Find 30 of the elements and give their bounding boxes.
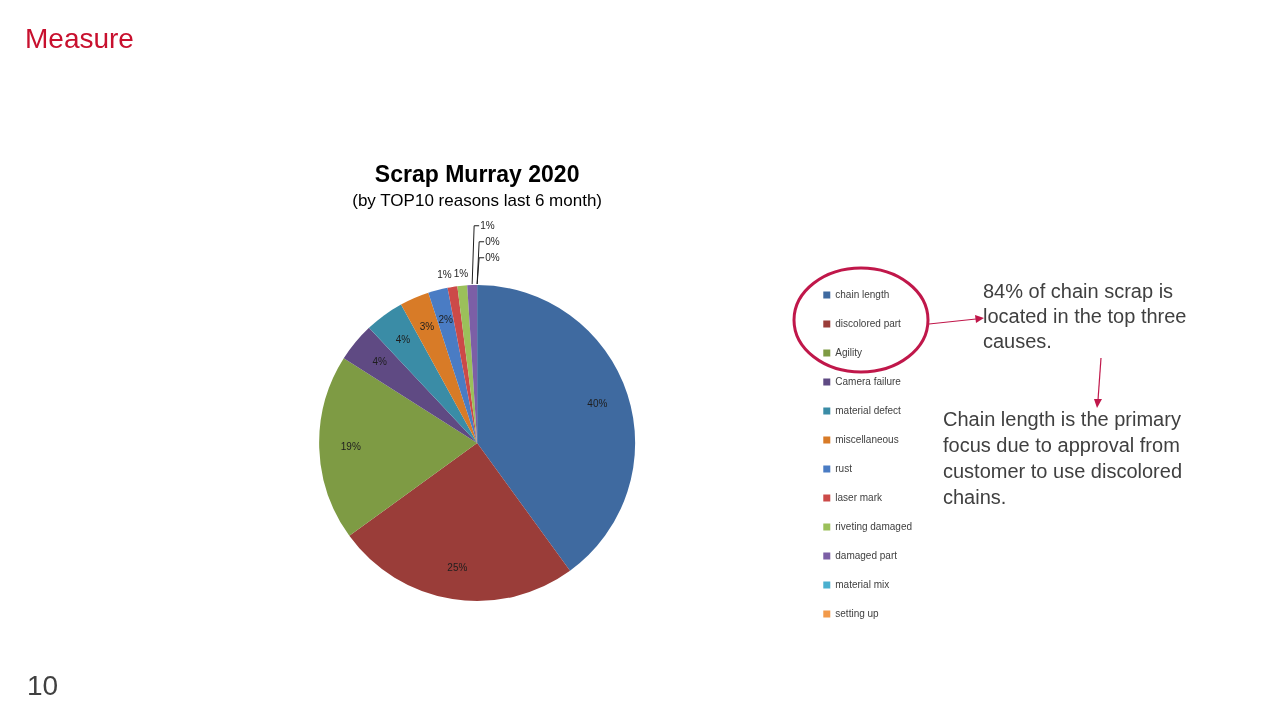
legend-label: damaged part bbox=[835, 549, 898, 561]
text: 10 bbox=[27, 669, 59, 703]
chart-subtitle: (by TOP10 reasons last 6 month) bbox=[352, 191, 603, 211]
legend-label: setting up bbox=[835, 607, 880, 619]
data-label: 1% bbox=[453, 267, 469, 279]
text: Measure bbox=[25, 22, 134, 56]
data-label: 40% bbox=[587, 397, 608, 409]
text: 84% of chain scrap is located in the top three causes. bbox=[983, 279, 1188, 354]
data-label: 3% bbox=[419, 320, 435, 332]
data-label: 4% bbox=[395, 334, 411, 346]
data-label: 25% bbox=[447, 561, 468, 573]
legend-label: riveting damaged bbox=[835, 520, 912, 532]
data-label: 1% bbox=[437, 268, 452, 280]
legend-label: chain length bbox=[835, 288, 890, 300]
data-label: 1% bbox=[480, 219, 495, 231]
text: 0% bbox=[485, 251, 500, 263]
legend-label: discolored part bbox=[835, 317, 902, 329]
text: Chain length is the primary focus due to approval from customer to use discolored chains. bbox=[943, 407, 1183, 510]
legend-label: rust bbox=[835, 462, 853, 474]
data-label: 4% bbox=[372, 356, 388, 368]
legend-label: material defect bbox=[835, 404, 902, 416]
legend-label: Agility bbox=[835, 346, 862, 358]
data-label: 19% bbox=[340, 440, 361, 452]
legend-label: laser mark bbox=[835, 491, 883, 503]
text: 0% bbox=[485, 235, 500, 247]
legend-label: miscellaneous bbox=[835, 433, 899, 445]
legend-label: Camera failure bbox=[835, 375, 902, 387]
data-label: 2% bbox=[438, 314, 454, 326]
chart-title: Scrap Murray 2020 bbox=[374, 161, 580, 188]
legend-label: material mix bbox=[835, 578, 890, 590]
